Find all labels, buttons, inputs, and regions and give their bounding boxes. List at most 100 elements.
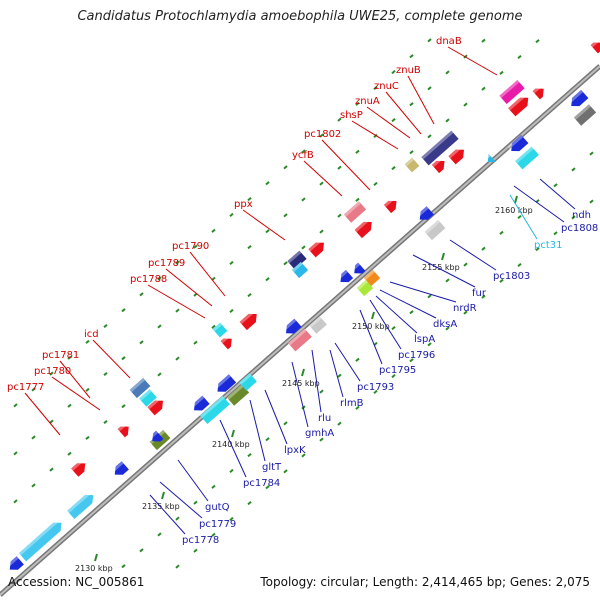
guide-dot <box>409 102 414 107</box>
guide-dot <box>391 70 396 75</box>
guide-dot <box>589 199 594 204</box>
gene-block <box>532 84 544 100</box>
guide-dot <box>229 308 234 313</box>
guide-dot <box>337 117 342 122</box>
leader-line <box>165 268 213 307</box>
guide-dot <box>391 374 396 379</box>
leader-line <box>24 392 61 436</box>
leader-line <box>242 209 286 241</box>
guide-dot <box>301 245 306 250</box>
guide-dot <box>445 118 450 123</box>
guide-dot <box>553 183 558 188</box>
gene-label-reverse: pc1808 <box>561 223 598 234</box>
guide-dot <box>121 404 126 409</box>
guide-dot <box>283 421 288 426</box>
guide-dot <box>481 38 486 43</box>
map-title: Candidatus Protochlamydia amoebophila UW… <box>77 9 523 24</box>
guide-dot <box>409 150 414 155</box>
gene-block <box>291 261 309 279</box>
leader-line <box>303 160 343 197</box>
guide-dot <box>85 387 90 392</box>
guide-dot <box>535 247 540 252</box>
kbp-tick-label: 2145 kbp <box>282 379 320 388</box>
guide-dot <box>121 564 126 569</box>
guide-dot <box>85 435 90 440</box>
gene-label-reverse: rlu <box>318 413 331 424</box>
guide-dot <box>337 421 342 426</box>
gene-label-forward: ppx <box>234 199 253 210</box>
gene-label-reverse: ndh <box>572 210 591 221</box>
leader-line <box>389 281 457 303</box>
gene-block <box>350 262 366 274</box>
guide-dot <box>481 246 486 251</box>
gene-block <box>354 217 372 239</box>
guide-dot <box>463 310 468 315</box>
guide-dot <box>391 326 396 331</box>
guide-dot <box>445 278 450 283</box>
guide-dot <box>103 323 108 329</box>
guide-dot <box>391 166 396 171</box>
guide-dot <box>499 230 504 235</box>
leader-line <box>366 106 411 139</box>
guide-dot <box>13 499 18 504</box>
guide-dot <box>373 389 378 395</box>
guide-dot <box>229 516 234 521</box>
guide-dot <box>175 564 180 569</box>
gene-label-reverse: pc1784 <box>243 478 280 489</box>
gene-block <box>139 389 157 407</box>
guide-dot <box>31 483 36 488</box>
guide-dot <box>301 197 306 202</box>
leader-line <box>51 376 101 411</box>
gene-label-forward: dnaB <box>436 36 462 47</box>
guide-dot <box>355 101 360 106</box>
guide-dot <box>247 500 252 506</box>
guide-dot <box>319 389 324 394</box>
leader-line <box>321 139 371 191</box>
leader-line <box>385 91 422 135</box>
guide-dot <box>157 276 162 281</box>
leader-line <box>291 361 309 428</box>
guide-dot <box>319 229 324 234</box>
guide-dot <box>67 403 72 408</box>
gene-block <box>220 334 232 350</box>
leader-line <box>159 481 203 519</box>
leader-line <box>369 299 402 350</box>
leader-line <box>59 360 91 399</box>
gene-block <box>212 322 228 338</box>
gene-label-reverse: fur <box>472 288 487 299</box>
guide-dot <box>391 118 396 123</box>
kbp-tick-label: 2160 kbp <box>495 206 533 215</box>
gene-block <box>282 318 302 334</box>
guide-dot <box>247 452 252 458</box>
leader-line <box>311 349 322 413</box>
guide-dot <box>571 215 576 220</box>
guide-dot <box>571 167 576 172</box>
guide-dot <box>427 38 432 43</box>
gene-label-forward: pc1789 <box>148 258 185 269</box>
gene-label-forward: pc1777 <box>7 382 44 393</box>
gene-block <box>590 38 600 54</box>
leader-line <box>539 178 576 210</box>
topology-text: Topology: circular; Length: 2,414,465 bp… <box>260 575 590 589</box>
kbp-tick-label: 2155 kbp <box>422 263 460 272</box>
leader-line <box>92 339 131 379</box>
gene-label-reverse: gutQ <box>205 502 230 513</box>
guide-dot <box>247 292 252 298</box>
gene-block <box>343 201 367 223</box>
gene-label-forward: znuC <box>374 81 399 92</box>
accession-text: Accession: NC_005861 <box>8 575 145 589</box>
guide-dot <box>445 326 450 331</box>
guide-dot <box>499 70 504 75</box>
gene-label-reverse: gmhA <box>305 428 334 439</box>
guide-dot <box>283 469 288 474</box>
guide-dot <box>157 532 162 537</box>
guide-dot <box>301 453 306 458</box>
gene-label-reverse: pc1779 <box>199 519 236 530</box>
gene-block <box>356 279 374 297</box>
kbp-tick-mark <box>514 195 518 204</box>
leader-line <box>447 46 498 76</box>
guide-dot <box>265 485 270 490</box>
gene-label-reverse: pc1795 <box>379 365 416 376</box>
guide-dot <box>67 451 72 456</box>
